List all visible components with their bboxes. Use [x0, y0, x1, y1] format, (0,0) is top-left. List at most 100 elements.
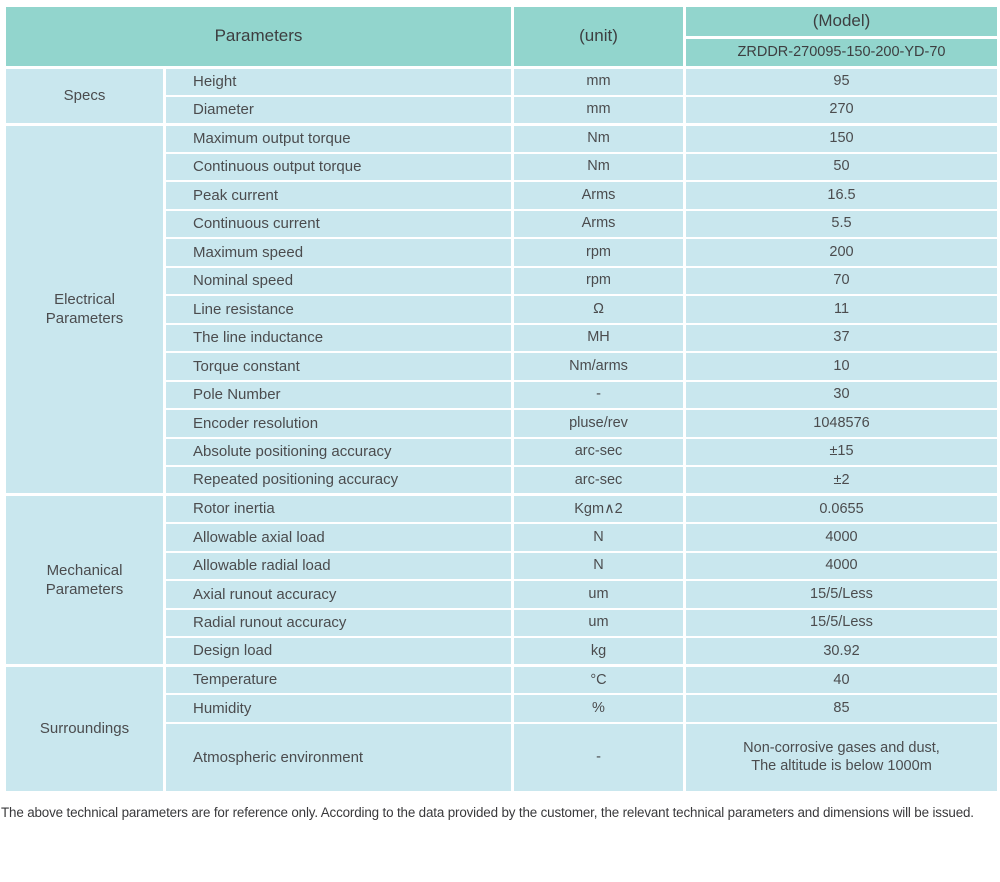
section-label-specs: Specs — [3, 65, 166, 125]
value-cell: ±2 — [683, 465, 1000, 496]
table-row: Atmospheric environment - Non-corrosive ga… — [5, 721, 1000, 794]
section-label-surroundings: Surroundings — [3, 664, 166, 794]
table-row: Peak current Arms 16.5 — [5, 180, 1000, 211]
header-row: Parameters (unit) (Model) — [3, 5, 1000, 69]
table-row: Specs Height mm 95 — [3, 65, 1000, 125]
spec-table-header: Parameters (unit) (Model) ZRDDR-270095-1… — [3, 5, 1000, 69]
value-cell: 0.0655 — [683, 493, 1000, 524]
param-cell: Allowable radial load — [163, 550, 514, 581]
param-cell: Repeated positioning accuracy — [163, 465, 514, 496]
param-cell: The line inductance — [163, 322, 514, 353]
unit-cell: Ω — [511, 294, 686, 325]
header-unit: (unit) — [511, 5, 686, 69]
unit-cell: - — [511, 721, 686, 794]
unit-cell: pluse/rev — [511, 408, 686, 439]
value-cell: 1048576 — [683, 408, 1000, 439]
param-cell: Peak current — [163, 180, 514, 211]
table-row: Continuous output torque Nm 50 — [5, 151, 1000, 182]
table-row: Torque constant Nm/arms 10 — [5, 351, 1000, 382]
table-row: Encoder resolution pluse/rev 1048576 — [5, 408, 1000, 439]
value-cell: 70 — [683, 265, 1000, 296]
value-cell: 30.92 — [683, 636, 1000, 667]
param-cell: Nominal speed — [163, 265, 514, 296]
param-cell: Humidity — [163, 693, 514, 724]
section-label-electrical: Electrical Parameters — [3, 122, 166, 496]
param-cell: Axial runout accuracy — [163, 579, 514, 610]
param-cell: Allowable axial load — [163, 522, 514, 553]
table-row: Diameter mm 270 — [5, 94, 1000, 125]
unit-cell: um — [511, 579, 686, 610]
table-row: Electrical Parameters Maximum output torq… — [3, 122, 1000, 496]
unit-cell: rpm — [511, 265, 686, 296]
unit-cell: Arms — [511, 180, 686, 211]
table-row: Continuous current Arms 5.5 — [5, 208, 1000, 239]
param-cell: Torque constant — [163, 351, 514, 382]
unit-cell: MH — [511, 322, 686, 353]
value-cell: 270 — [683, 94, 1000, 125]
table-row: Maximum speed rpm 200 — [5, 237, 1000, 268]
value-cell: 11 — [683, 294, 1000, 325]
unit-cell: arc-sec — [511, 465, 686, 496]
header-model-value: ZRDDR-270095-150-200-YD-70 — [683, 36, 1000, 69]
spec-table-body: Specs Height mm 95 Diameter mm 270 Electrical P… — [3, 65, 1000, 794]
unit-cell: um — [511, 607, 686, 638]
unit-cell: Arms — [511, 208, 686, 239]
value-cell: 37 — [683, 322, 1000, 353]
unit-cell: kg — [511, 636, 686, 667]
value-cell: 85 — [683, 693, 1000, 724]
param-cell: Continuous output torque — [163, 151, 514, 182]
param-cell: Pole Number — [163, 379, 514, 410]
table-row: Repeated positioning accuracy arc-sec ±2 — [5, 465, 1000, 496]
unit-cell: mm — [511, 94, 686, 125]
param-cell: Rotor inertia — [163, 493, 514, 524]
table-row: Radial runout accuracy um 15/5/Less — [5, 607, 1000, 638]
table-row: Absolute positioning accuracy arc-sec ±15 — [5, 436, 1000, 467]
spec-table: Parameters (unit) (Model) ZRDDR-270095-1… — [3, 5, 1000, 794]
value-cell: 15/5/Less — [683, 607, 1000, 638]
unit-cell: °C — [511, 664, 686, 695]
param-cell: Absolute positioning accuracy — [163, 436, 514, 467]
value-cell: 10 — [683, 351, 1000, 382]
unit-cell: Nm/arms — [511, 351, 686, 382]
value-cell: 30 — [683, 379, 1000, 410]
unit-cell: arc-sec — [511, 436, 686, 467]
unit-cell: Nm — [511, 151, 686, 182]
param-cell: Continuous current — [163, 208, 514, 239]
param-cell: Maximum speed — [163, 237, 514, 268]
header-model: (Model) — [683, 5, 1000, 39]
value-cell: 15/5/Less — [683, 579, 1000, 610]
value-cell: 4000 — [683, 522, 1000, 553]
param-cell: Atmospheric environment — [163, 721, 514, 794]
header-model-row: ZRDDR-270095-150-200-YD-70 — [5, 36, 1000, 69]
param-cell: Diameter — [163, 94, 514, 125]
value-cell: 95 — [683, 65, 1000, 97]
param-cell: Maximum output torque — [163, 122, 514, 154]
footnote: The above technical parameters are for r… — [1, 805, 974, 821]
unit-cell: N — [511, 522, 686, 553]
unit-cell: Kgm∧2 — [511, 493, 686, 524]
param-cell: Radial runout accuracy — [163, 607, 514, 638]
unit-cell: rpm — [511, 237, 686, 268]
value-cell: Non-corrosive gases and dust, The altitu… — [683, 721, 1000, 794]
value-cell: 150 — [683, 122, 1000, 154]
unit-cell: Nm — [511, 122, 686, 154]
param-cell: Temperature — [163, 664, 514, 695]
unit-cell: mm — [511, 65, 686, 97]
table-row: Humidity% 85 — [5, 693, 1000, 724]
param-cell: Encoder resolution — [163, 408, 514, 439]
unit-cell: N — [511, 550, 686, 581]
table-row: Line resistance Ω 11 — [5, 294, 1000, 325]
param-cell: Line resistance — [163, 294, 514, 325]
table-row: Design load kg 30.92 — [5, 636, 1000, 667]
unit-cell: % — [511, 693, 686, 724]
value-cell: 16.5 — [683, 180, 1000, 211]
table-row: Surroundings Temperature °C 40 — [3, 664, 1000, 794]
param-cell: Design load — [163, 636, 514, 667]
table-row: The line inductance MH 37 — [5, 322, 1000, 353]
value-cell: 5.5 — [683, 208, 1000, 239]
param-cell: Height — [163, 65, 514, 97]
value-cell: 50 — [683, 151, 1000, 182]
table-row: Mechanical Parameters Rotor inertia Kgm∧2 0… — [3, 493, 1000, 667]
unit-cell: - — [511, 379, 686, 410]
table-row: Pole Number -30 — [5, 379, 1000, 410]
